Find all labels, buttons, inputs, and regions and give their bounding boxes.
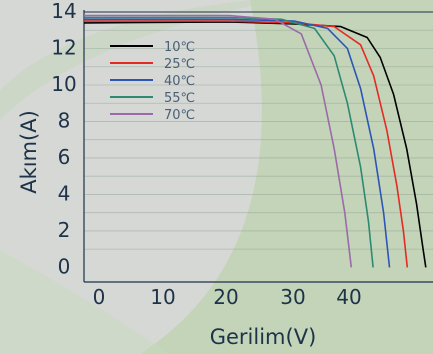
series-line-5 [84,14,353,268]
y-tick-label: 2 [58,218,71,242]
y-tick-label: 10 [51,72,76,96]
x-axis-label: Gerilim(V) [210,325,317,349]
x-tick-label: 10 [150,285,175,309]
gridlines [84,11,433,250]
y-axis-label: Akım(A) [17,110,41,194]
y-tick-label: 14 [51,0,76,23]
series-line-2 [84,20,409,268]
legend-label: 55℃ [164,91,195,106]
x-tick-labels: 0 10 20 30 40 [93,285,362,309]
y-tick-label: 6 [58,145,71,169]
series-line-1 [83,21,427,268]
curves [83,14,427,268]
x-tick-label: 0 [93,285,106,309]
legend-label: 10℃ [164,40,195,55]
legend-label: 25℃ [164,57,195,72]
plot-frame [83,10,433,283]
legend-label: 70℃ [164,108,195,123]
y-tick-label: 0 [58,254,71,278]
y-tick-labels: 0 2 4 6 8 10 12 14 [51,0,76,278]
x-tick-label: 20 [213,285,238,309]
y-tick-label: 12 [51,35,76,59]
x-tick-label: 40 [336,285,361,309]
series-line-3 [84,18,391,268]
series-line-4 [84,16,374,268]
y-tick-label: 4 [58,181,71,205]
y-tick-label: 8 [58,108,71,132]
x-tick-label: 30 [280,285,305,309]
legend-label: 40℃ [164,74,195,89]
legend: 10℃ 25℃ 40℃ 55℃ 70℃ [110,40,195,123]
